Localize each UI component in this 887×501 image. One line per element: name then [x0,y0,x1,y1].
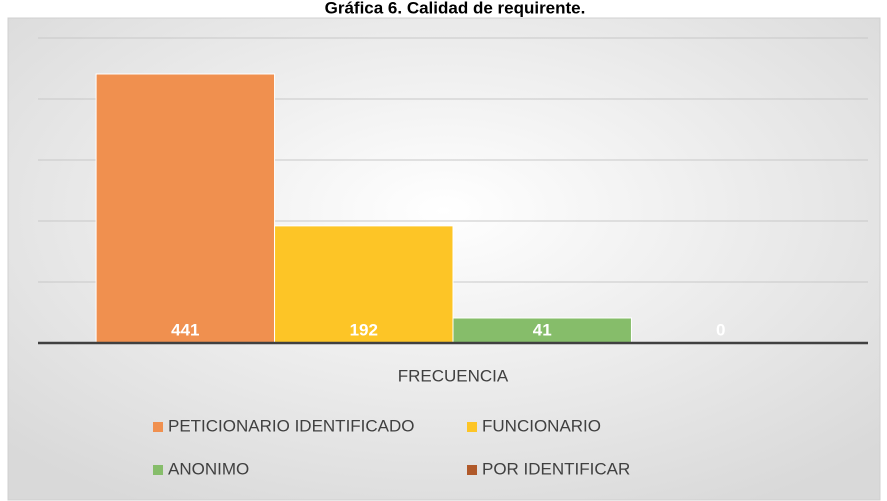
data-label: 441 [171,320,199,339]
legend-swatch [467,465,477,475]
x-tick-label: FRECUENCIA [398,366,509,385]
bar [274,225,454,344]
data-label: 0 [716,320,725,339]
legend-label: FUNCIONARIO [482,416,601,435]
legend-swatch [467,422,477,432]
chart-title: Gráfica 6. Calidad de requirente. [325,0,586,17]
data-label: 41 [533,320,552,339]
bar [452,317,632,344]
legend-label: POR IDENTIFICAR [482,459,630,478]
legend-label: PETICIONARIO IDENTIFICADO [168,416,415,435]
legend-label: ANONIMO [168,459,249,478]
bar [95,73,276,344]
legend-swatch [153,422,163,432]
legend-swatch [153,465,163,475]
data-label: 192 [350,320,378,339]
